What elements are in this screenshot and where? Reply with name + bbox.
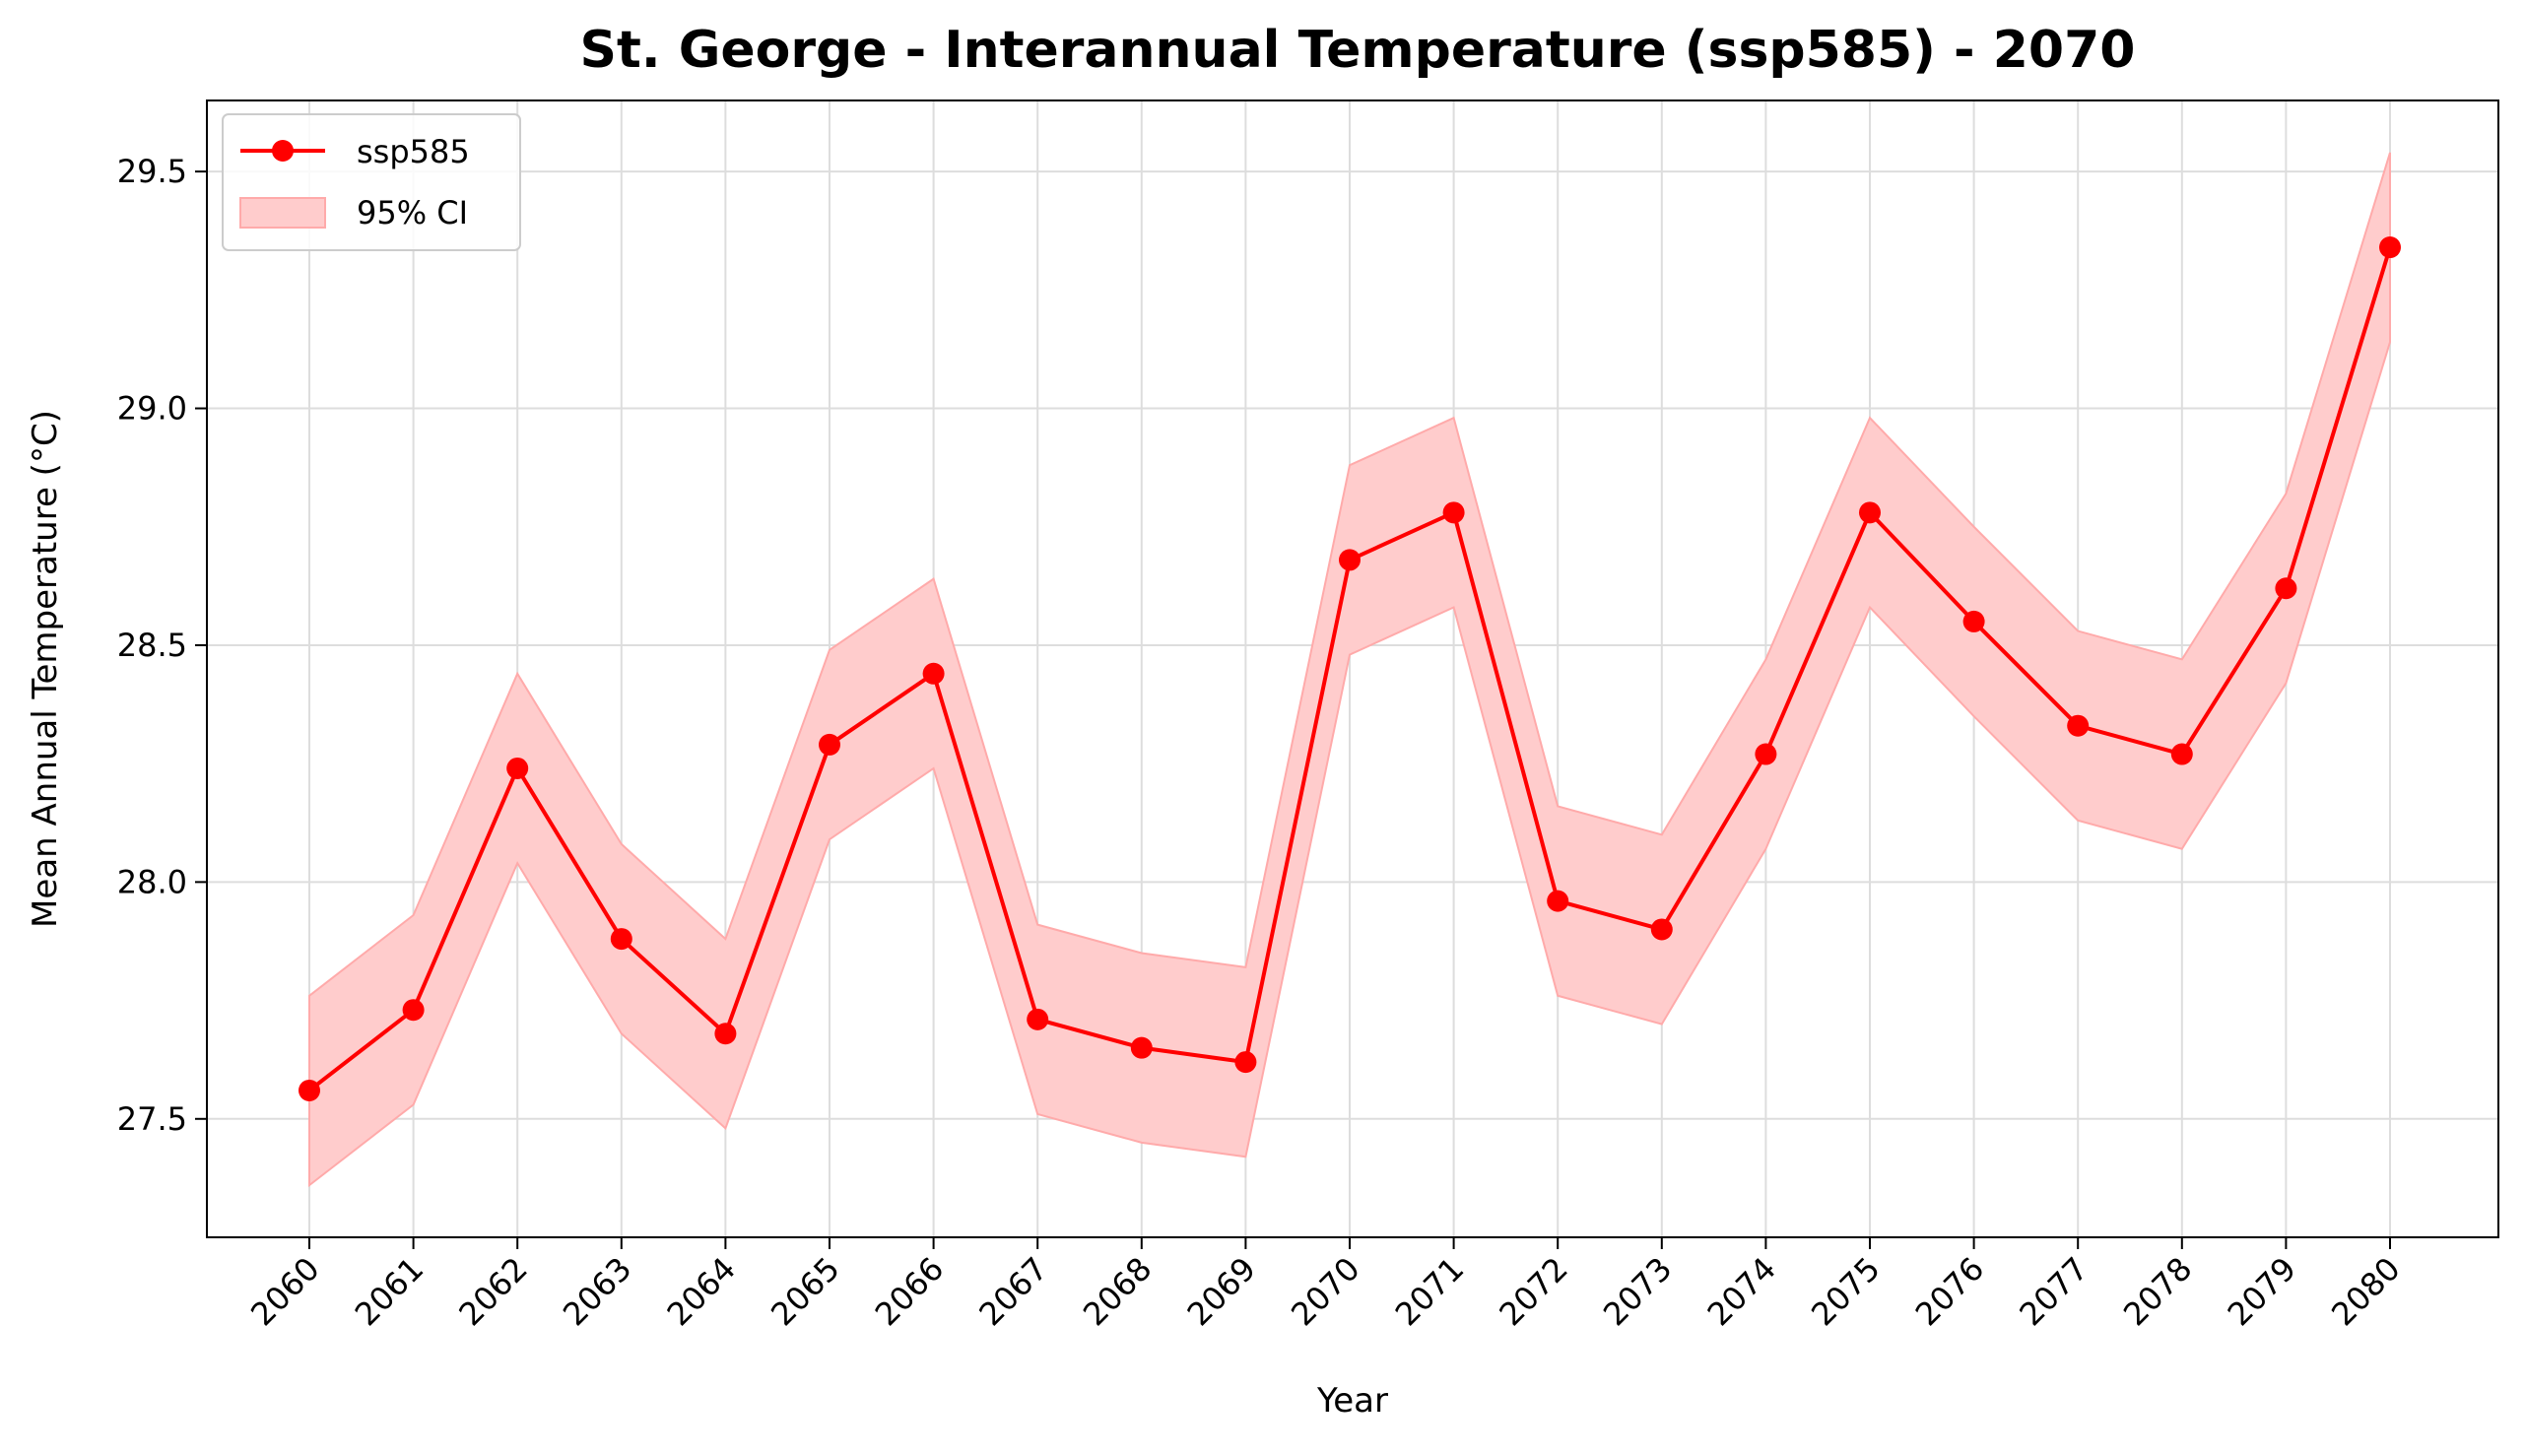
data-point bbox=[922, 662, 945, 685]
y-tick-label: 29.5 bbox=[117, 153, 187, 190]
data-point bbox=[610, 928, 632, 951]
data-point bbox=[819, 733, 840, 756]
x-tick-label: 2067 bbox=[971, 1250, 1054, 1333]
data-point bbox=[1755, 743, 1777, 765]
data-point bbox=[1650, 918, 1673, 941]
legend-label-ci: 95% CI bbox=[357, 194, 468, 232]
data-point bbox=[1234, 1051, 1257, 1074]
series-marker-layer bbox=[299, 236, 2401, 1101]
legend-label-series: ssp585 bbox=[357, 133, 470, 170]
x-axis: 2060 2061 2062 2063 2064 2065 2066 2067 2068 2069… bbox=[243, 1237, 2408, 1333]
data-point bbox=[1962, 610, 1985, 632]
legend-band-swatch bbox=[239, 197, 326, 229]
data-point bbox=[1027, 1008, 1049, 1030]
y-axis: 27.5 28.0 28.5 29.0 29.5 bbox=[117, 153, 207, 1138]
x-tick-label: 2077 bbox=[2012, 1250, 2094, 1333]
x-tick-label: 2079 bbox=[2221, 1250, 2303, 1333]
x-tick-label: 2076 bbox=[1908, 1250, 1991, 1333]
y-tick-label: 27.5 bbox=[117, 1100, 187, 1138]
data-point bbox=[1130, 1036, 1153, 1059]
data-point bbox=[2275, 577, 2297, 600]
confidence-band bbox=[308, 152, 2391, 1188]
data-point bbox=[714, 1023, 737, 1045]
x-tick-label: 2080 bbox=[2324, 1250, 2407, 1333]
chart-title: St. George - Interannual Temperature (ss… bbox=[580, 21, 2136, 80]
x-tick-label: 2075 bbox=[1804, 1250, 1887, 1333]
y-axis-label: Mean Annual Temperature (°C) bbox=[26, 410, 65, 928]
x-tick-label: 2074 bbox=[1700, 1250, 1783, 1333]
x-tick-label: 2062 bbox=[451, 1250, 534, 1333]
x-axis-label: Year bbox=[1316, 1381, 1388, 1421]
data-point bbox=[2067, 714, 2090, 737]
data-point bbox=[1859, 501, 1881, 524]
x-tick-label: 2068 bbox=[1076, 1250, 1159, 1333]
x-tick-label: 2065 bbox=[764, 1250, 846, 1333]
x-tick-label: 2061 bbox=[348, 1250, 431, 1333]
x-tick-label: 2070 bbox=[1284, 1250, 1366, 1333]
y-tick-label: 29.0 bbox=[117, 390, 187, 428]
x-tick-label: 2069 bbox=[1180, 1250, 1263, 1333]
x-tick-label: 2073 bbox=[1596, 1250, 1679, 1333]
x-tick-label: 2072 bbox=[1492, 1250, 1574, 1333]
x-tick-label: 2066 bbox=[868, 1250, 951, 1333]
data-point bbox=[2379, 236, 2401, 259]
legend: ssp585 95% CI bbox=[222, 113, 521, 251]
x-tick-label: 2078 bbox=[2116, 1250, 2199, 1333]
data-point bbox=[2170, 743, 2193, 765]
plot-area-frame bbox=[206, 99, 2499, 1238]
y-tick-label: 28.0 bbox=[117, 863, 187, 900]
legend-marker-swatch bbox=[272, 140, 294, 162]
y-tick-label: 28.5 bbox=[117, 627, 187, 664]
x-tick-label: 2063 bbox=[556, 1250, 638, 1333]
data-point bbox=[299, 1079, 320, 1101]
x-tick-label: 2064 bbox=[660, 1250, 743, 1333]
data-point bbox=[506, 757, 529, 779]
data-point bbox=[1442, 501, 1465, 524]
x-tick-label: 2060 bbox=[243, 1250, 326, 1333]
data-point bbox=[402, 999, 425, 1022]
confidence-band-layer bbox=[308, 152, 2391, 1188]
x-tick-label: 2071 bbox=[1388, 1250, 1471, 1333]
data-point bbox=[1339, 549, 1361, 571]
data-point bbox=[1547, 890, 1569, 912]
